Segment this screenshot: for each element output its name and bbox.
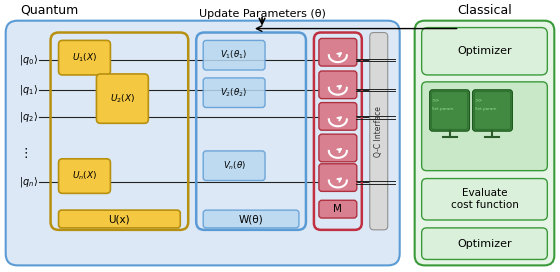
Text: Optimizer: Optimizer — [457, 239, 512, 249]
FancyBboxPatch shape — [319, 38, 357, 66]
FancyBboxPatch shape — [422, 228, 547, 259]
Text: $U_2(X)$: $U_2(X)$ — [110, 92, 135, 105]
Text: $V_1(\theta_1)$: $V_1(\theta_1)$ — [221, 49, 248, 61]
Text: Optimizer: Optimizer — [457, 46, 512, 56]
FancyBboxPatch shape — [319, 200, 357, 218]
Text: Quantum: Quantum — [21, 4, 79, 17]
FancyBboxPatch shape — [422, 178, 547, 220]
FancyBboxPatch shape — [414, 21, 554, 265]
FancyBboxPatch shape — [59, 210, 180, 228]
FancyBboxPatch shape — [319, 134, 357, 162]
Text: >>: >> — [474, 97, 483, 102]
FancyBboxPatch shape — [319, 71, 357, 99]
Text: U(x): U(x) — [109, 214, 130, 224]
FancyBboxPatch shape — [473, 90, 512, 131]
Text: $U_n(X)$: $U_n(X)$ — [72, 170, 97, 182]
FancyBboxPatch shape — [422, 27, 547, 75]
FancyBboxPatch shape — [203, 151, 265, 181]
Text: $V_2(\theta_2)$: $V_2(\theta_2)$ — [221, 86, 248, 99]
Text: >>: >> — [432, 97, 440, 102]
FancyBboxPatch shape — [96, 74, 148, 123]
Text: Q-C Interface: Q-C Interface — [374, 106, 383, 157]
FancyBboxPatch shape — [422, 82, 547, 171]
FancyBboxPatch shape — [474, 92, 510, 129]
Text: $|q_n\rangle$: $|q_n\rangle$ — [18, 175, 38, 190]
Text: Set param: Set param — [474, 107, 496, 112]
FancyBboxPatch shape — [6, 21, 400, 265]
FancyBboxPatch shape — [319, 103, 357, 130]
Text: Set param: Set param — [432, 107, 453, 112]
FancyBboxPatch shape — [370, 33, 388, 230]
Text: $V_n(\theta)$: $V_n(\theta)$ — [222, 159, 246, 172]
Text: $|q_2\rangle$: $|q_2\rangle$ — [18, 110, 38, 124]
Text: $|q_0\rangle$: $|q_0\rangle$ — [18, 53, 38, 67]
FancyBboxPatch shape — [432, 92, 468, 129]
FancyBboxPatch shape — [430, 90, 469, 131]
FancyBboxPatch shape — [203, 41, 265, 70]
Text: W(θ): W(θ) — [239, 214, 263, 224]
Text: $|q_1\rangle$: $|q_1\rangle$ — [18, 83, 38, 97]
FancyBboxPatch shape — [203, 210, 299, 228]
FancyBboxPatch shape — [59, 159, 110, 193]
FancyBboxPatch shape — [203, 78, 265, 107]
FancyBboxPatch shape — [319, 164, 357, 191]
Text: Evaluate
cost function: Evaluate cost function — [451, 188, 519, 210]
FancyBboxPatch shape — [59, 41, 110, 75]
Text: M: M — [333, 204, 342, 214]
Text: $U_1(X)$: $U_1(X)$ — [72, 51, 97, 64]
Text: $\vdots$: $\vdots$ — [18, 146, 27, 160]
Text: Classical: Classical — [457, 4, 512, 17]
Text: Update Parameters (θ): Update Parameters (θ) — [199, 9, 325, 19]
